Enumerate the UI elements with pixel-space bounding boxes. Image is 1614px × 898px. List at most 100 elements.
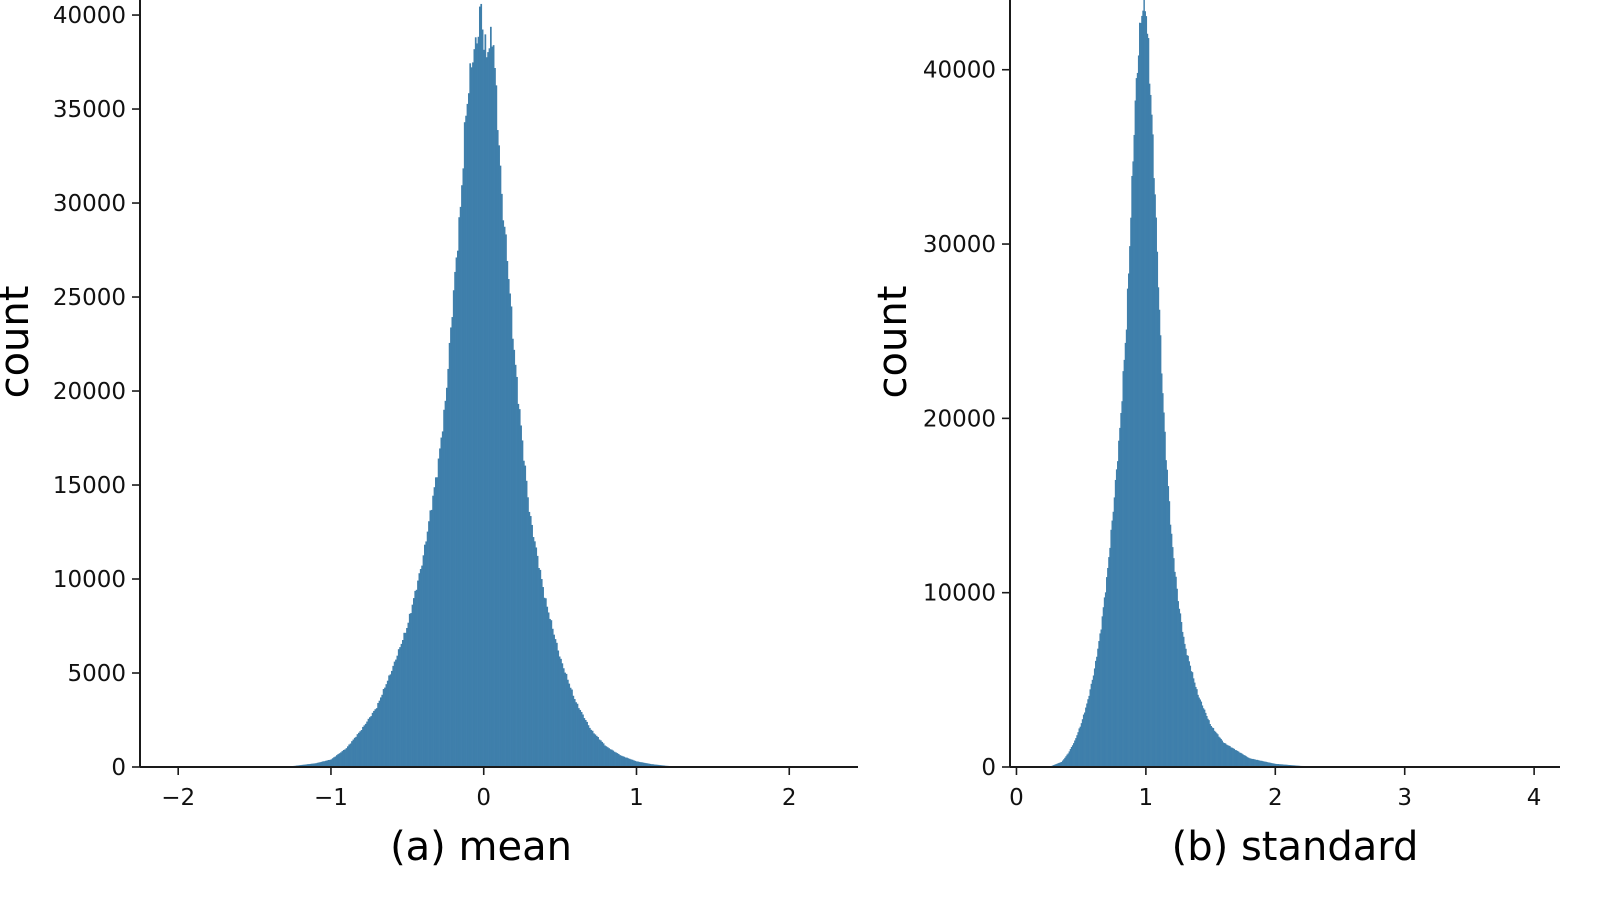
y-tick-label: 40000 xyxy=(923,58,996,84)
histogram-bar xyxy=(604,745,606,767)
histogram-bar xyxy=(307,764,309,767)
x-tick-label: 1 xyxy=(629,785,644,811)
histogram-bar xyxy=(1147,38,1150,768)
histogram-bar xyxy=(495,85,498,768)
histogram-bar xyxy=(1135,78,1138,767)
histogram-bar xyxy=(582,714,584,767)
histogram-bar xyxy=(318,762,320,767)
histogram-bar xyxy=(1156,251,1159,768)
histogram-bar xyxy=(564,672,566,767)
histogram-bar xyxy=(621,756,624,767)
histogram-bar xyxy=(1276,764,1278,767)
histogram-bar xyxy=(1089,689,1091,767)
histogram-bar xyxy=(511,338,514,767)
histogram-bar xyxy=(1151,114,1153,768)
histogram-bar xyxy=(1207,718,1209,767)
histogram-bar xyxy=(1118,440,1120,767)
histogram-bar xyxy=(1139,22,1141,767)
histogram-bar xyxy=(528,511,531,767)
histogram-bar xyxy=(540,579,543,767)
histogram-bar xyxy=(1225,744,1228,767)
histogram-bar xyxy=(1222,742,1225,767)
histogram-bar xyxy=(451,317,454,767)
histogram-bar xyxy=(1239,752,1241,767)
histogram-bar xyxy=(579,709,582,767)
histogram-bar xyxy=(1244,755,1247,767)
histogram-bar xyxy=(543,597,546,767)
histogram-bar xyxy=(410,613,412,767)
histogram-bar xyxy=(488,48,491,768)
histogram-bar xyxy=(546,606,549,767)
y-tick-label: 30000 xyxy=(53,191,126,217)
histogram-bar xyxy=(1082,714,1085,767)
histogram-bar xyxy=(1166,469,1168,767)
histogram-bar xyxy=(461,185,463,767)
histogram-bar xyxy=(349,743,352,767)
histogram-bar xyxy=(1211,727,1214,767)
histogram-bar xyxy=(605,746,608,767)
histogram-bar xyxy=(367,718,370,767)
panel-mean: 0 5000 10000 15000 20000 25000 30000 35000 40000… xyxy=(0,0,858,870)
histogram-bar xyxy=(650,764,653,767)
histogram-bar xyxy=(375,708,378,767)
y-tick-label: 30000 xyxy=(923,232,996,258)
histogram-bar xyxy=(1176,588,1178,767)
histogram-bar xyxy=(323,761,326,767)
histogram-bar xyxy=(500,193,503,767)
histogram-bar xyxy=(380,697,382,767)
histogram-bar xyxy=(1169,524,1172,767)
histogram-bar xyxy=(389,674,392,767)
histogram-bar xyxy=(1271,763,1273,767)
histogram-bar xyxy=(572,695,575,767)
histogram-bar xyxy=(430,509,433,767)
histogram-bar xyxy=(312,763,315,767)
histogram-bar xyxy=(415,589,418,767)
histogram-bar xyxy=(485,57,488,768)
histogram-bar xyxy=(363,725,366,767)
histogram-bar xyxy=(458,217,461,768)
histogram-bar xyxy=(441,431,444,767)
x-tick-label: 0 xyxy=(1009,785,1024,811)
histogram-bar xyxy=(616,753,619,767)
histogram-bar xyxy=(1260,760,1262,767)
histogram-bar xyxy=(542,587,544,767)
histogram-bar xyxy=(311,763,313,767)
histogram-bar xyxy=(536,555,539,767)
histogram-bar xyxy=(1174,571,1176,767)
histogram-bar xyxy=(393,661,396,767)
histogram-bar xyxy=(1190,671,1193,767)
histogram-bar xyxy=(1098,641,1100,767)
histogram-bar xyxy=(1092,675,1095,767)
histogram-bar xyxy=(1172,547,1174,767)
histogram-bar xyxy=(386,680,389,767)
histogram-bar xyxy=(1059,762,1062,767)
histogram-bar xyxy=(599,740,602,767)
histogram-bar xyxy=(520,425,522,767)
histogram-bar xyxy=(1192,678,1195,767)
histogram-bar xyxy=(359,731,362,767)
histogram-bar xyxy=(1221,740,1223,767)
histogram-bar xyxy=(364,723,367,767)
histogram-bar xyxy=(344,749,346,767)
histogram-bar xyxy=(641,762,643,767)
histogram-bar xyxy=(609,749,612,767)
histogram-bar xyxy=(1255,759,1258,767)
histogram-bar xyxy=(417,580,419,767)
histogram-bar xyxy=(1081,719,1084,767)
y-tick-label: 20000 xyxy=(923,406,996,432)
histogram-bar xyxy=(436,477,439,767)
histogram-bar xyxy=(522,460,525,767)
histogram-bar xyxy=(406,627,408,767)
histogram-bar xyxy=(1188,661,1190,767)
histogram-bar xyxy=(1200,701,1203,767)
histogram-bar xyxy=(643,762,646,767)
histogram-bar xyxy=(456,250,459,767)
histogram-bar xyxy=(610,749,613,767)
histogram-bar xyxy=(1191,672,1194,767)
histogram-bar xyxy=(353,737,356,767)
histogram-bar xyxy=(571,689,573,767)
histogram-bar xyxy=(630,759,632,767)
histogram-bar xyxy=(304,764,307,767)
histogram-bar xyxy=(378,700,381,767)
histogram-bar xyxy=(591,730,594,767)
